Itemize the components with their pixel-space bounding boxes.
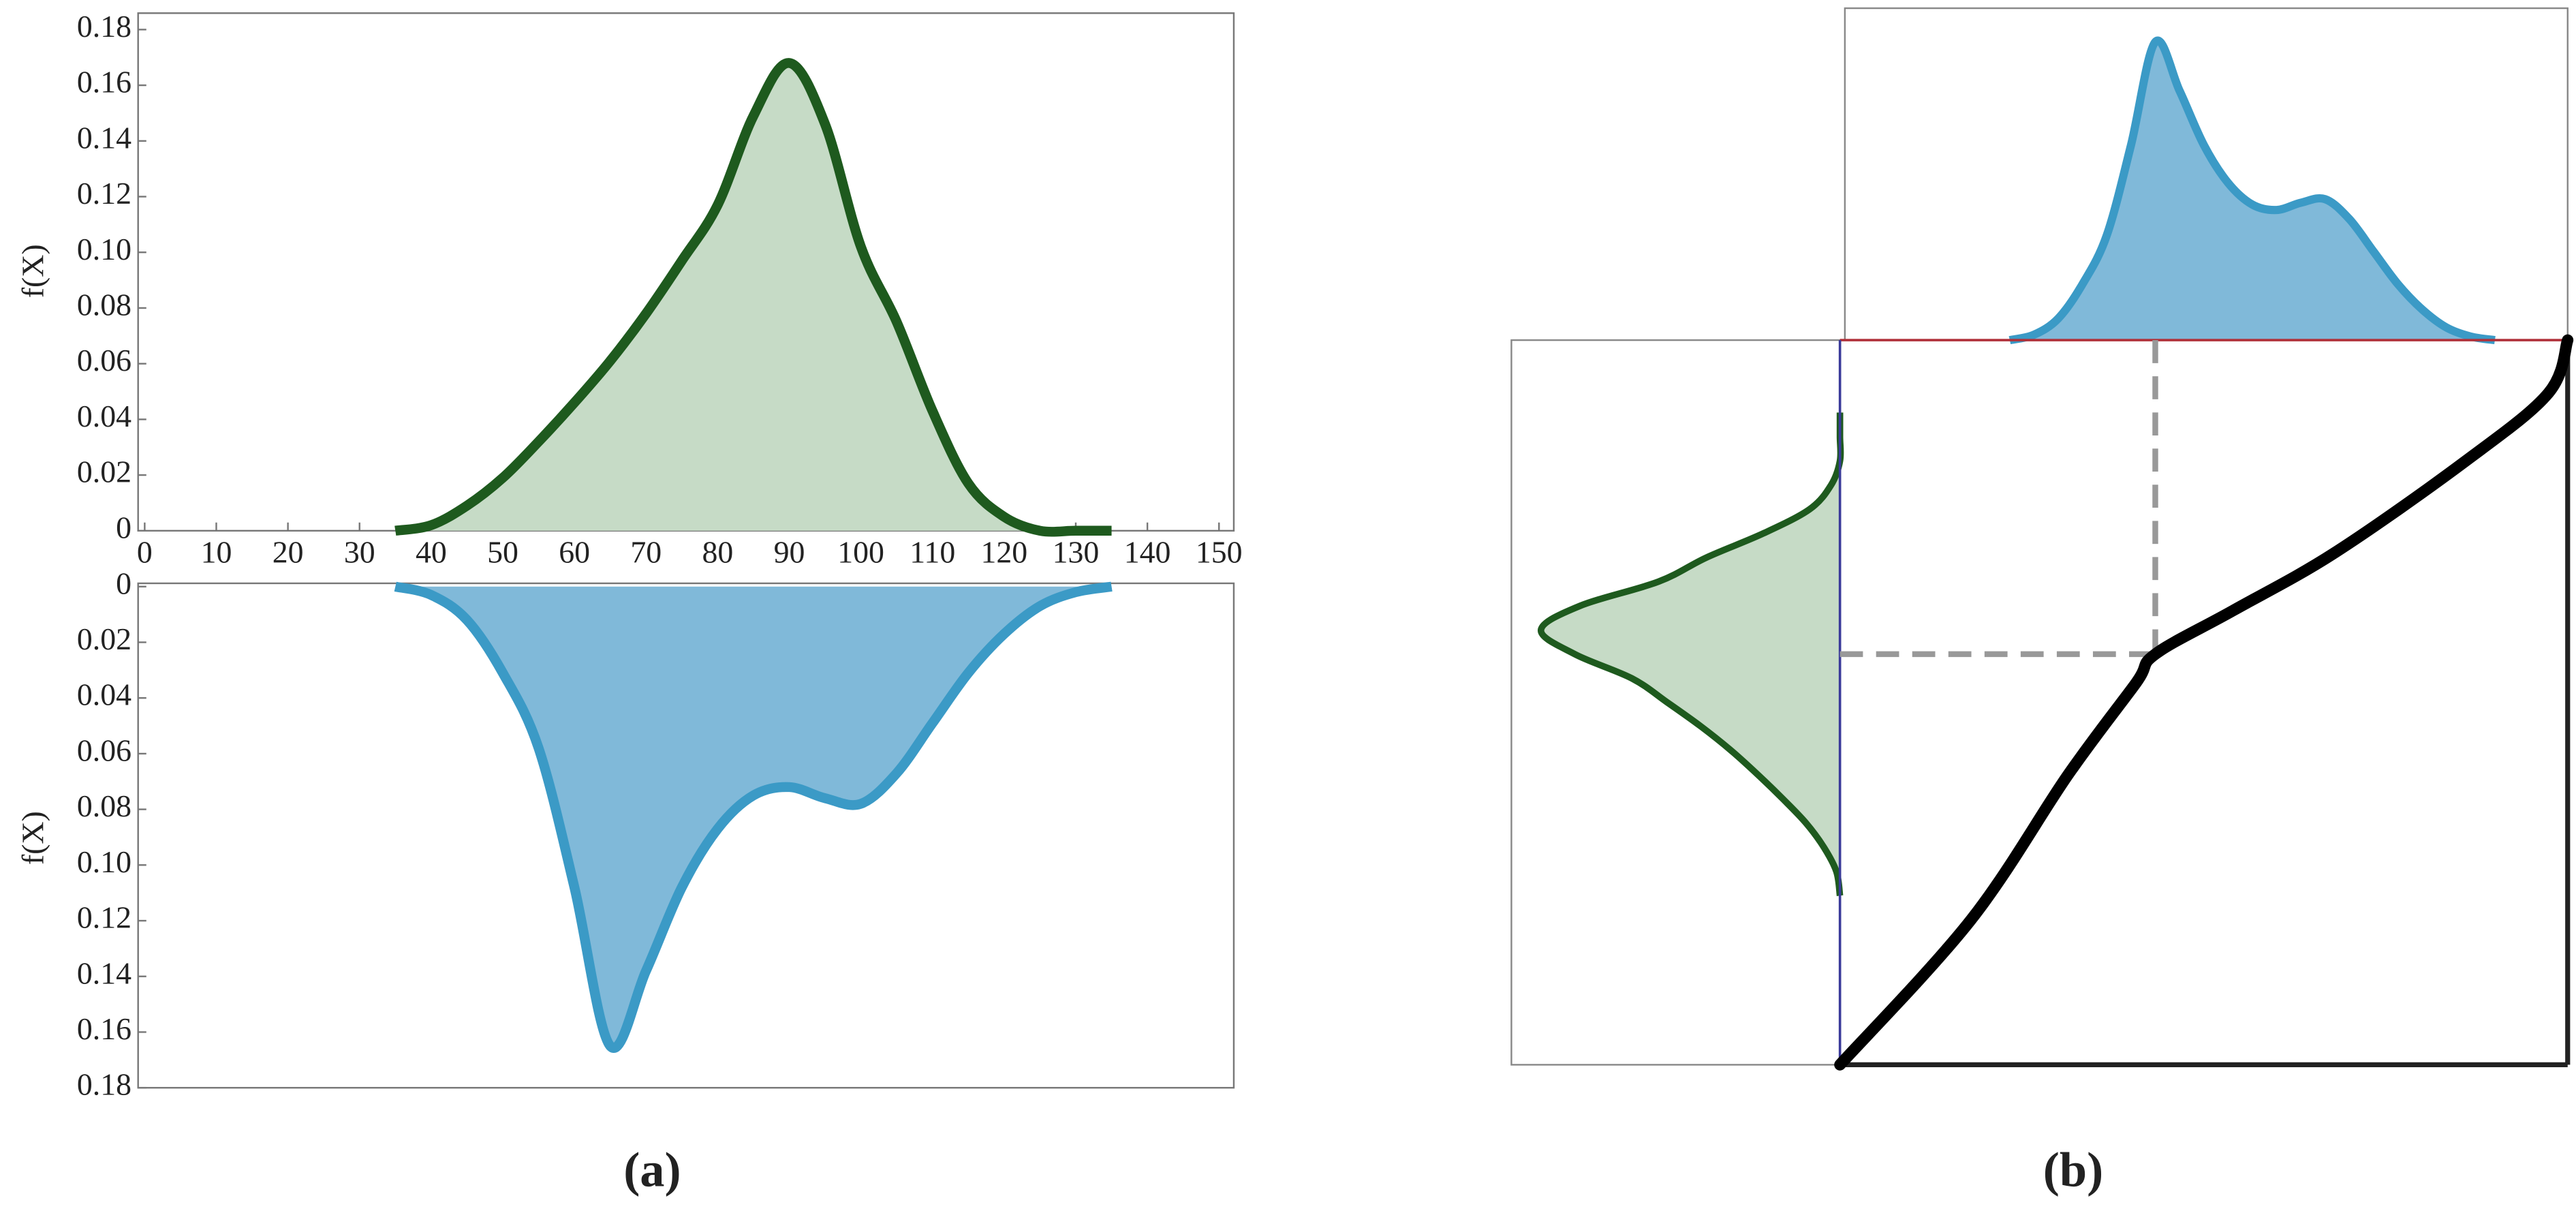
density-line — [394, 581, 1113, 1053]
x-tick-label: 100 — [837, 534, 884, 569]
marginal-line — [2008, 36, 2496, 345]
x-tick-label: 10 — [201, 534, 232, 569]
y-tick-label: 0.12 — [77, 176, 131, 211]
y-tick-label: 0.16 — [77, 1011, 131, 1046]
y-tick-label: 0.04 — [77, 399, 131, 433]
y-tick-label: 0.02 — [77, 622, 131, 656]
x-tick-label: 150 — [1196, 534, 1243, 569]
y-tick-label: 0.12 — [77, 900, 131, 935]
x-tick-label: 40 — [416, 534, 447, 569]
x-tick-label: 130 — [1053, 534, 1100, 569]
y-tick-label: 0.18 — [77, 1067, 131, 1102]
y-axis-label: f(X) — [16, 811, 50, 865]
density-area — [395, 586, 1112, 1048]
x-tick-label: 80 — [702, 534, 733, 569]
x-tick-label: 70 — [630, 534, 662, 569]
panel-caption: (a) — [623, 1143, 681, 1197]
density-line — [394, 58, 1112, 537]
y-axis-label: f(X) — [16, 244, 50, 298]
x-tick-label: 120 — [981, 534, 1028, 569]
y-tick-label: 0.10 — [77, 232, 131, 266]
y-tick-label: 0.08 — [77, 287, 131, 322]
y-tick-label: 0.14 — [77, 955, 131, 990]
marginal-line — [1538, 412, 1844, 897]
x-tick-label: 90 — [774, 534, 805, 569]
y-tick-label: 0.10 — [77, 844, 131, 879]
x-tick-label: 110 — [910, 534, 955, 569]
y-tick-label: 0.18 — [77, 9, 131, 44]
y-tick-label: 0.08 — [77, 788, 131, 823]
x-tick-label: 0 — [137, 534, 153, 569]
y-tick-label: 0 — [116, 510, 131, 545]
plot-frame — [137, 582, 1235, 1089]
x-tick-label: 140 — [1124, 534, 1171, 569]
y-tick-label: 0.04 — [77, 677, 131, 712]
y-tick-label: 0.14 — [77, 120, 131, 155]
x-tick-label: 60 — [559, 534, 590, 569]
y-tick-label: 0.06 — [77, 343, 131, 378]
x-tick-label: 20 — [273, 534, 304, 569]
y-tick-label: 0.06 — [77, 733, 131, 767]
mapping-curve — [1834, 334, 2574, 1071]
panel-caption: (b) — [2043, 1143, 2103, 1197]
density-area — [395, 63, 1112, 532]
x-tick-label: 50 — [487, 534, 518, 569]
y-tick-label: 0.16 — [77, 65, 131, 99]
y-tick-label: 0 — [116, 566, 131, 600]
x-tick-label: 30 — [344, 534, 375, 569]
marginal-area — [2009, 40, 2495, 341]
y-tick-label: 0.02 — [77, 455, 131, 489]
marginal-area — [1540, 412, 1841, 896]
